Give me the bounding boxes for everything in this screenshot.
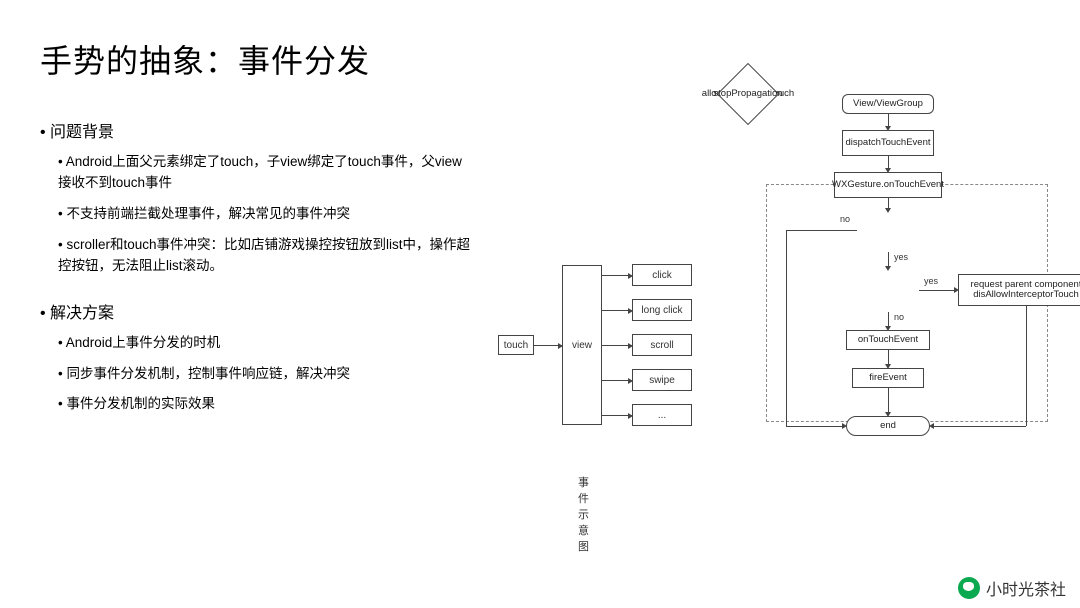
view-box: view [562, 265, 602, 425]
heading-solution: 解决方案 [40, 299, 470, 323]
edge [786, 230, 787, 426]
bullet-item: 不支持前端拦截处理事件，解决常见的事件冲突 [58, 204, 470, 225]
edge [888, 114, 889, 126]
heading-background: 问题背景 [40, 118, 470, 142]
bullet-item: scroller和touch事件冲突：比如店铺游戏操控按钮放到list中，操作超… [58, 235, 470, 277]
edge [888, 312, 889, 326]
edge [786, 230, 857, 231]
slide-title: 手势的抽象：事件分发 [40, 36, 1040, 82]
edge [888, 350, 889, 364]
arrow [602, 380, 632, 381]
diagrams-area: touch view click long click scroll swipe… [470, 112, 1040, 425]
edge-label-no: no [840, 214, 850, 224]
node-end: end [846, 416, 930, 436]
bullet-item: 同步事件分发机制，控制事件响应链，解决冲突 [58, 364, 470, 385]
edge-label-no: no [894, 312, 904, 322]
watermark: 小时光茶社 [958, 576, 1066, 600]
node-ontouch: onTouchEvent [846, 330, 930, 350]
node-wxgesture: WXGesture.onTouchEvent [834, 172, 942, 198]
arrow [602, 275, 632, 276]
bullet-item: Android上事件分发的时机 [58, 333, 470, 354]
event-box: long click [632, 299, 692, 321]
edge-label-yes: yes [894, 252, 908, 262]
edge [888, 252, 889, 266]
node-fireevent: fireEvent [852, 368, 924, 388]
arrowhead [885, 266, 891, 271]
edge [934, 426, 1026, 427]
event-box: swipe [632, 369, 692, 391]
event-box: scroll [632, 334, 692, 356]
arrow [534, 345, 562, 346]
edge [888, 156, 889, 168]
node-dispatch: dispatchTouchEvent [842, 130, 934, 156]
event-box: ... [632, 404, 692, 426]
edge [888, 198, 889, 208]
watermark-text: 小时光茶社 [986, 576, 1066, 600]
wechat-icon [958, 577, 980, 599]
edge [786, 426, 842, 427]
node-view-group: View/ViewGroup [842, 94, 934, 114]
arrow [602, 345, 632, 346]
edge [919, 290, 954, 291]
touch-box: touch [498, 335, 534, 355]
diagram1-caption: 事件示意图 [578, 474, 589, 554]
arrow [602, 310, 632, 311]
event-box: click [632, 264, 692, 286]
text-column: 问题背景 Android上面父元素绑定了touch，子view绑定了touch事… [40, 112, 470, 425]
arrow [602, 415, 632, 416]
arrowhead [885, 208, 891, 213]
edge [888, 388, 889, 412]
bullet-item: 事件分发机制的实际效果 [58, 394, 470, 415]
edge-label-yes: yes [924, 276, 938, 286]
bullet-item: Android上面父元素绑定了touch，子view绑定了touch事件，父vi… [58, 152, 470, 194]
node-request-parent: request parent component disAllowInterce… [958, 274, 1080, 306]
edge [1026, 306, 1027, 426]
